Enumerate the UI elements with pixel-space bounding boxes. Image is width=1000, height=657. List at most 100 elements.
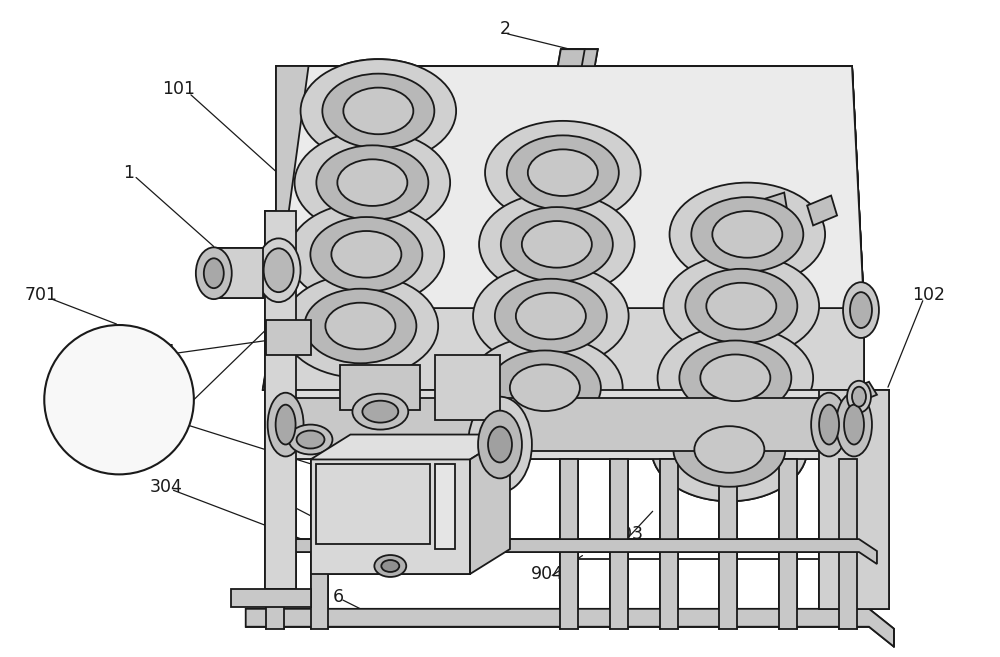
Ellipse shape [257,238,301,302]
Polygon shape [311,434,510,459]
Ellipse shape [295,131,450,235]
Ellipse shape [289,424,332,455]
Ellipse shape [488,426,512,463]
Ellipse shape [478,411,522,478]
Text: 102: 102 [912,286,945,304]
Polygon shape [340,365,420,410]
Ellipse shape [473,264,629,368]
Polygon shape [316,464,430,544]
Ellipse shape [843,283,879,338]
Polygon shape [276,66,864,308]
Polygon shape [839,459,857,629]
Ellipse shape [687,421,772,478]
Ellipse shape [301,59,456,163]
Ellipse shape [268,393,304,457]
Ellipse shape [283,274,438,378]
Ellipse shape [320,72,437,150]
Ellipse shape [314,144,431,221]
Text: 304: 304 [149,478,182,496]
Ellipse shape [495,279,607,353]
Ellipse shape [297,430,324,449]
Ellipse shape [658,326,813,430]
Ellipse shape [850,292,872,328]
Ellipse shape [264,248,294,292]
Polygon shape [263,308,286,390]
Text: 301: 301 [144,343,177,361]
Ellipse shape [204,258,224,288]
Ellipse shape [689,196,806,273]
Text: 201: 201 [563,87,596,105]
Ellipse shape [468,397,532,492]
Ellipse shape [712,211,782,258]
Polygon shape [807,196,837,225]
Ellipse shape [501,207,613,282]
Polygon shape [311,459,470,574]
Ellipse shape [510,365,580,411]
Ellipse shape [318,298,403,355]
Ellipse shape [362,401,398,422]
Ellipse shape [811,393,847,457]
Polygon shape [719,459,737,629]
Text: 5: 5 [273,490,284,509]
Ellipse shape [670,183,825,286]
Ellipse shape [679,340,791,415]
Ellipse shape [352,394,408,430]
Ellipse shape [683,267,800,345]
Polygon shape [266,320,311,355]
Ellipse shape [508,288,594,344]
Ellipse shape [276,405,296,445]
Polygon shape [265,210,296,589]
Polygon shape [266,459,284,629]
Polygon shape [435,355,500,420]
Text: 8: 8 [712,206,723,225]
Ellipse shape [844,405,864,445]
Ellipse shape [343,87,413,134]
Ellipse shape [325,303,395,350]
Ellipse shape [664,254,819,358]
Polygon shape [276,66,309,308]
Ellipse shape [706,283,776,329]
Ellipse shape [374,555,406,577]
Ellipse shape [485,121,641,225]
Ellipse shape [493,277,609,355]
Text: 4: 4 [315,535,326,553]
Polygon shape [849,382,877,403]
Ellipse shape [514,216,600,273]
Ellipse shape [691,197,803,272]
Ellipse shape [677,339,794,417]
Ellipse shape [336,82,421,139]
Text: 302: 302 [144,405,177,424]
Polygon shape [246,609,894,646]
Ellipse shape [516,293,586,340]
Ellipse shape [283,274,438,378]
Ellipse shape [847,381,871,413]
Ellipse shape [652,397,807,501]
Ellipse shape [520,144,606,201]
Polygon shape [263,66,309,390]
Ellipse shape [671,411,788,488]
Polygon shape [560,459,578,629]
Polygon shape [610,459,628,629]
Polygon shape [276,66,864,308]
Ellipse shape [304,288,416,363]
Ellipse shape [331,231,401,278]
Ellipse shape [664,254,819,358]
Ellipse shape [693,350,778,406]
Polygon shape [271,390,844,459]
Polygon shape [558,49,585,66]
Ellipse shape [310,217,422,292]
Ellipse shape [308,215,425,293]
Ellipse shape [295,131,450,235]
Ellipse shape [685,269,797,344]
Polygon shape [759,193,787,219]
Ellipse shape [289,202,444,306]
Text: 7: 7 [710,451,721,468]
Ellipse shape [485,121,641,225]
Polygon shape [852,66,864,390]
Ellipse shape [301,59,456,163]
Ellipse shape [528,149,598,196]
Polygon shape [276,397,839,451]
Text: 3: 3 [475,610,486,628]
Ellipse shape [673,412,785,487]
Ellipse shape [836,393,872,457]
